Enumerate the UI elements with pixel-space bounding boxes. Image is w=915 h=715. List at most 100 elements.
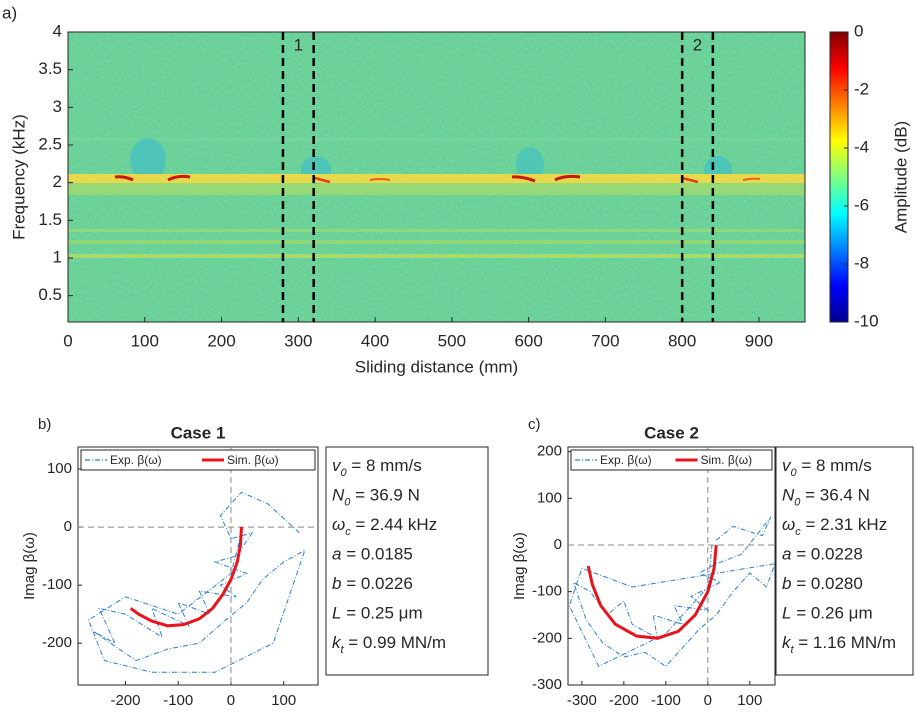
x-tick-label: -200	[110, 692, 140, 709]
series-line	[129, 527, 243, 628]
colorbar-label: Amplitude (dB)	[891, 121, 910, 233]
annotation-symbol: a	[782, 545, 791, 564]
y-axis-label: Frequency (kHz)	[9, 114, 28, 240]
axes-frame	[67, 31, 806, 323]
annotation-box	[325, 446, 489, 676]
plot-area	[568, 447, 775, 685]
x-tick-label: 500	[438, 331, 466, 350]
x-tick-label: 100	[131, 331, 159, 350]
annotation: N0 = 36.9 N	[332, 486, 420, 508]
axes-frame	[567, 446, 776, 686]
colorbar-tick-label: -8	[854, 253, 869, 272]
annotation: ωc = 2.31 kHz	[782, 515, 887, 537]
x-tick-label: 900	[745, 331, 773, 350]
annotation-subscript: c	[795, 526, 801, 538]
annotation-symbol: v	[332, 456, 342, 475]
annotation-symbol: v	[782, 456, 792, 475]
legend-label: Exp. β(ω)	[600, 453, 652, 467]
y-tick-label: 2	[53, 172, 62, 191]
annotation-symbol: k	[332, 633, 342, 652]
annotation-symbol: N	[332, 486, 345, 505]
chart-title: Case 2	[644, 423, 699, 442]
x-tick-label: -300	[567, 692, 597, 709]
x-tick-label: 0	[704, 692, 712, 709]
annotation: b = 0.0280	[782, 574, 863, 593]
x-axis-label: Real β(ω)	[639, 714, 704, 715]
annotation-text: = 1.16 MN/m	[794, 633, 897, 652]
y-tick-label: 4	[53, 21, 62, 40]
legend-box	[80, 449, 316, 471]
annotation: kt = 1.16 MN/m	[782, 633, 896, 655]
annotation-box	[775, 446, 914, 676]
axes-frame	[77, 446, 319, 686]
annotation: N0 = 36.4 N	[782, 486, 870, 508]
annotation-text: = 0.99 MN/m	[344, 633, 447, 652]
x-tick-label: 100	[737, 692, 762, 709]
annotation-text: = 36.4 N	[800, 486, 869, 505]
y-axis-label: Imag β(ω)	[21, 532, 38, 600]
legend-label: Sim. β(ω)	[701, 453, 753, 467]
annotation: a = 0.0185	[332, 545, 413, 564]
y-tick-label: 0	[64, 518, 72, 535]
x-tick-label: 200	[207, 331, 235, 350]
annotation-subscript: c	[345, 526, 351, 538]
annotation-text: = 0.0280	[791, 574, 862, 593]
annotation-text: = 0.0185	[341, 545, 412, 564]
colorbar-tick-label: -4	[854, 137, 869, 156]
x-tick-label: 700	[591, 331, 619, 350]
series-line	[568, 516, 775, 667]
x-tick-label: -100	[163, 692, 193, 709]
y-axis-label: Imag β(ω)	[511, 532, 528, 600]
x-axis-label: Real β(ω)	[165, 714, 230, 715]
legend-label: Exp. β(ω)	[110, 453, 162, 467]
series-line	[87, 491, 306, 673]
y-tick-label: 1.5	[38, 210, 62, 229]
chart-title: Case 1	[171, 423, 226, 442]
x-tick-label: 400	[361, 331, 389, 350]
annotation-text: = 0.25 μm	[341, 604, 422, 623]
y-tick-label: 0.5	[38, 285, 62, 304]
x-tick-label: 0	[63, 331, 72, 350]
annotation: v0 = 8 mm/s	[782, 456, 872, 478]
y-tick-label: 3.5	[38, 59, 62, 78]
annotation-symbol: b	[332, 574, 341, 593]
annotation-text: = 0.26 μm	[791, 604, 872, 623]
annotation: kt = 0.99 MN/m	[332, 633, 446, 655]
y-tick-label: -100	[532, 583, 562, 600]
annotation-symbol: L	[782, 604, 791, 623]
y-tick-label: -200	[42, 634, 72, 651]
x-tick-label: -200	[609, 692, 639, 709]
annotation-text: = 2.44 kHz	[351, 515, 437, 534]
annotation-text: = 0.0228	[791, 545, 862, 564]
annotation-subscript: 0	[791, 467, 798, 479]
y-tick-label: -100	[42, 576, 72, 593]
annotation-subscript: 0	[341, 467, 348, 479]
colorbar-tick-label: -2	[854, 79, 869, 98]
colorbar	[829, 31, 849, 323]
colorbar-tick-label: -6	[854, 195, 869, 214]
annotation-text: = 0.0226	[341, 574, 412, 593]
y-tick-label: 1	[53, 247, 62, 266]
annotation-symbol: k	[782, 633, 792, 652]
annotation: v0 = 8 mm/s	[332, 456, 422, 478]
annotation-text: = 8 mm/s	[347, 456, 422, 475]
colorbar-tick-label: -10	[854, 311, 879, 330]
colorbar-tick-label: 0	[854, 21, 863, 40]
annotation-subscript: t	[791, 644, 795, 656]
x-tick-label: -100	[651, 692, 681, 709]
annotation-symbol: b	[782, 574, 791, 593]
annotation: a = 0.0228	[782, 545, 863, 564]
y-tick-label: -300	[532, 676, 562, 693]
y-tick-label: 100	[537, 489, 562, 506]
region-label: 2	[693, 35, 702, 54]
region-label: 1	[294, 35, 303, 54]
annotation-subscript: t	[341, 644, 345, 656]
annotation-symbol: a	[332, 545, 341, 564]
x-tick-label: 100	[271, 692, 296, 709]
legend-label: Sim. β(ω)	[227, 453, 279, 467]
annotation-symbol: ω	[332, 515, 345, 534]
annotation-symbol: ω	[782, 515, 795, 534]
x-tick-label: 0	[227, 692, 235, 709]
annotation: L = 0.26 μm	[782, 604, 873, 623]
